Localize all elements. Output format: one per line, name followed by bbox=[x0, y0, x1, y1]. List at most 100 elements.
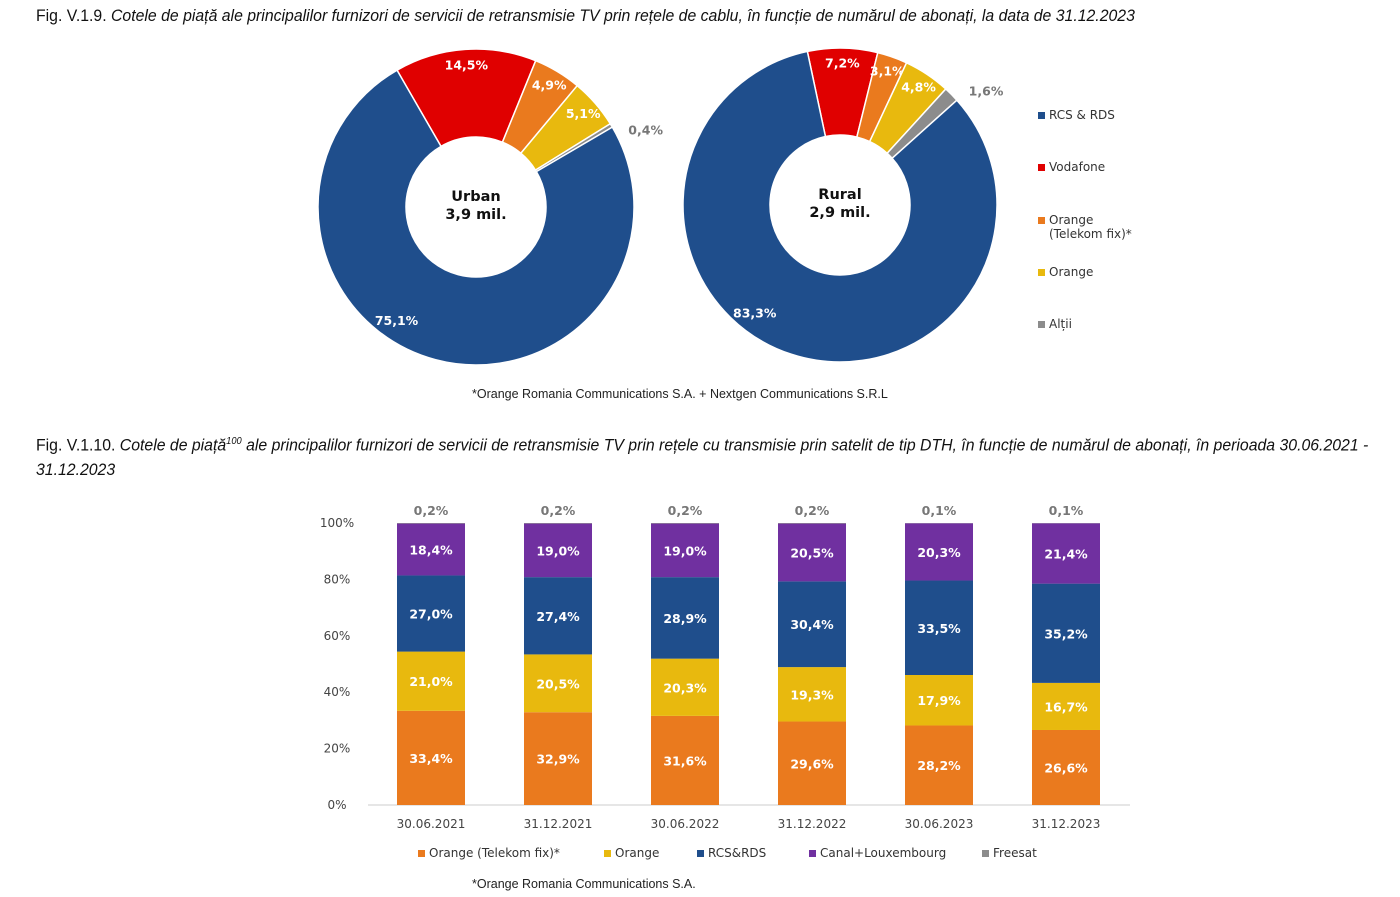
bar-value-label: 0,2% bbox=[541, 503, 576, 518]
legend-label: RCS&RDS bbox=[708, 846, 767, 860]
legend-swatch-icon bbox=[809, 850, 816, 857]
bar-value-label: 21,4% bbox=[1044, 546, 1088, 561]
figure-number: Fig. V.1.10. bbox=[36, 435, 116, 455]
bar-value-label: 20,5% bbox=[790, 545, 834, 560]
bar-segment bbox=[778, 523, 846, 582]
bar-value-label: 28,2% bbox=[917, 758, 961, 773]
legend-label: Alții bbox=[1049, 317, 1072, 332]
legend-swatch-icon bbox=[697, 850, 704, 857]
legend-swatch-icon bbox=[1038, 216, 1045, 224]
legend-swatch-icon bbox=[1038, 321, 1045, 329]
y-tick-label: 40% bbox=[324, 685, 351, 699]
bar-segment bbox=[905, 725, 973, 805]
legend-label: RCS & RDS bbox=[1049, 108, 1115, 122]
legend-label: Orange bbox=[1049, 264, 1094, 279]
donut-center-value: 2,9 mil. bbox=[809, 205, 870, 221]
bar-segment bbox=[397, 575, 465, 652]
bar-segment bbox=[651, 658, 719, 716]
bar-segment bbox=[1032, 523, 1100, 584]
bar-segment bbox=[524, 712, 592, 805]
y-tick-label: 60% bbox=[324, 629, 351, 643]
bar-segment bbox=[778, 523, 846, 524]
slice-label: 3,1% bbox=[870, 64, 905, 79]
bar-segment bbox=[397, 710, 465, 805]
slice-label: 0,4% bbox=[628, 123, 663, 138]
y-tick-label: 0% bbox=[327, 798, 346, 812]
donut-slice bbox=[317, 69, 635, 366]
bar-value-label: 20,5% bbox=[536, 676, 580, 691]
bar-value-label: 0,2% bbox=[668, 503, 703, 518]
bar-value-label: 33,5% bbox=[917, 621, 961, 636]
donut-center-value: 3,9 mil. bbox=[445, 207, 506, 223]
bar-value-label: 20,3% bbox=[917, 545, 961, 560]
bar-segment bbox=[778, 667, 846, 722]
legend-item: Orange (Telekom fix)* bbox=[1038, 213, 1139, 241]
slice-label: 4,8% bbox=[901, 79, 936, 94]
legend-swatch-icon bbox=[604, 850, 611, 857]
bar-value-label: 26,6% bbox=[1044, 760, 1088, 775]
figure-number: Fig. V.1.9. bbox=[36, 6, 107, 25]
slice-label: 4,9% bbox=[532, 77, 567, 92]
bar-segment bbox=[905, 674, 973, 726]
bar-segment bbox=[651, 523, 719, 524]
bar-value-label: 28,9% bbox=[663, 611, 707, 626]
slice-label: 75,1% bbox=[375, 313, 419, 328]
bar-segment bbox=[905, 523, 973, 581]
donut-slice bbox=[682, 50, 998, 363]
slice-label: 14,5% bbox=[445, 57, 489, 72]
slice-label: 7,2% bbox=[825, 56, 860, 71]
bar-value-label: 19,0% bbox=[663, 543, 707, 558]
bar-segment bbox=[397, 523, 465, 576]
bar-value-label: 30,4% bbox=[790, 617, 834, 632]
bar-value-label: 0,1% bbox=[1049, 503, 1084, 518]
bar-value-label: 27,0% bbox=[409, 607, 453, 622]
bar-value-label: 29,6% bbox=[790, 756, 834, 771]
legend-item: Alții bbox=[1038, 317, 1139, 331]
legend-item: Orange (Telekom fix)* bbox=[418, 846, 560, 860]
bar-value-label: 0,1% bbox=[922, 503, 957, 518]
legend-swatch-icon bbox=[418, 850, 425, 857]
bar-segment bbox=[1032, 682, 1100, 730]
figure-2-caption: Fig. V.1.10. Cotele de piață100 ale prin… bbox=[36, 430, 1375, 482]
figure-2-footnote: *Orange Romania Communications S.A. bbox=[472, 877, 696, 891]
bar-value-label: 18,4% bbox=[409, 543, 453, 558]
legend-item: Canal+Louxembourg bbox=[809, 846, 946, 860]
x-tick-label: 30.06.2022 bbox=[651, 817, 720, 831]
figure-1-caption: Fig. V.1.9. Cotele de piață ale principa… bbox=[36, 6, 1135, 26]
bar-segment bbox=[524, 577, 592, 655]
donut-center-title: Urban bbox=[451, 189, 500, 205]
legend-swatch-icon bbox=[1038, 112, 1045, 119]
legend-label: Orange (Telekom fix)* bbox=[429, 846, 560, 860]
x-tick-label: 31.12.2023 bbox=[1032, 817, 1101, 831]
legend-item: Vodafone bbox=[1038, 160, 1139, 174]
bar-value-label: 20,3% bbox=[663, 680, 707, 695]
bar-segment bbox=[524, 523, 592, 524]
legend-label: Orange bbox=[615, 846, 660, 860]
y-tick-label: 20% bbox=[324, 742, 351, 756]
legend-swatch-icon bbox=[982, 850, 989, 857]
bar-value-label: 19,0% bbox=[536, 543, 580, 558]
bar-segment bbox=[524, 654, 592, 713]
legend-item: RCS&RDS bbox=[697, 846, 766, 860]
bar-segment bbox=[397, 523, 465, 524]
bar-segment bbox=[905, 580, 973, 675]
x-tick-label: 31.12.2022 bbox=[778, 817, 847, 831]
slice-label: 83,3% bbox=[733, 306, 777, 321]
legend-item: Orange bbox=[1038, 265, 1139, 279]
slice-label: 1,6% bbox=[969, 83, 1004, 98]
legend-swatch-icon bbox=[1038, 164, 1045, 172]
bar-segment bbox=[778, 721, 846, 805]
x-tick-label: 30.06.2023 bbox=[905, 817, 974, 831]
x-tick-label: 31.12.2021 bbox=[524, 817, 593, 831]
bar-segment bbox=[651, 523, 719, 578]
bar-segment bbox=[1032, 729, 1100, 805]
bar-value-label: 35,2% bbox=[1044, 626, 1088, 641]
figure-title-cont: ale principalilor furnizori de servicii … bbox=[36, 435, 1369, 479]
legend-label: Vodafone bbox=[1049, 160, 1106, 175]
legend-item: Freesat bbox=[982, 846, 1037, 860]
legend-swatch-icon bbox=[1038, 268, 1045, 276]
bar-value-label: 0,2% bbox=[414, 503, 449, 518]
bar-value-label: 0,2% bbox=[795, 503, 830, 518]
legend-item: RCS & RDS bbox=[1038, 108, 1139, 122]
